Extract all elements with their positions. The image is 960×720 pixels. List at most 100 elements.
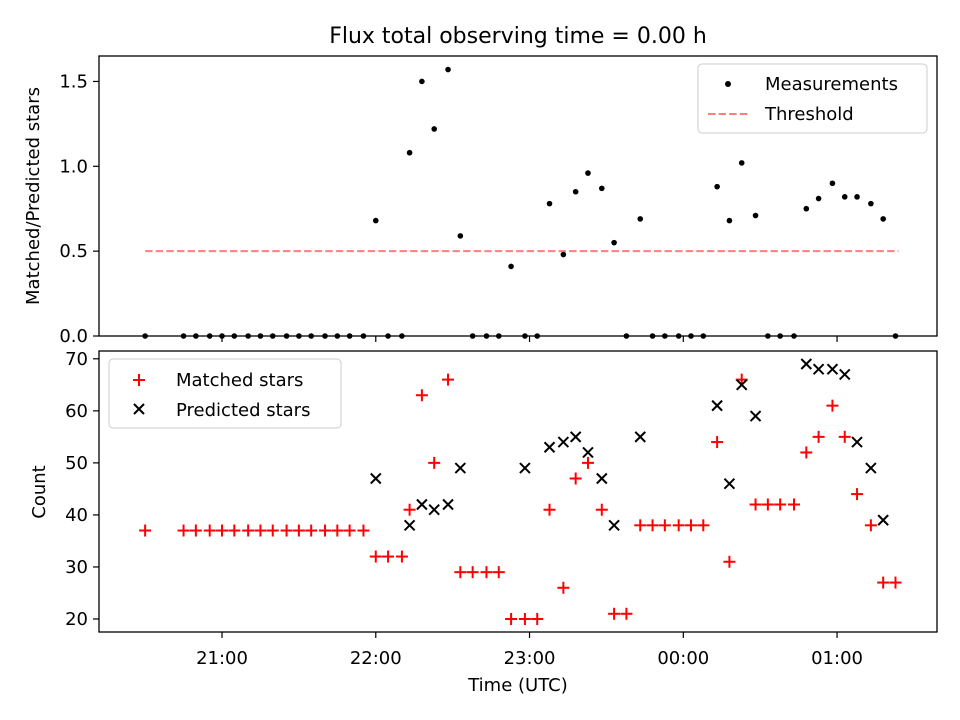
measurement-point (752, 212, 759, 219)
top-y-tick-label: 0.5 (59, 241, 88, 262)
top-legend-box (697, 63, 928, 134)
matched-star-point (492, 566, 505, 579)
bottom-x-tick-label: 21:00 (196, 648, 248, 669)
predicted-x-b (723, 477, 736, 490)
measurement-point (841, 194, 848, 200)
bottom-y-tick-label: 50 (65, 453, 88, 474)
bottom-y-tick-label: 20 (65, 609, 88, 630)
matched-star-point (305, 524, 318, 537)
matched-star-point (319, 524, 332, 537)
predicted-star-point (403, 519, 416, 532)
predicted-star-point (877, 514, 889, 526)
matched-star-point (749, 498, 762, 511)
top-y-tick-label: 1.0 (59, 156, 88, 177)
predicted-star-point (723, 477, 736, 490)
matched-star-point (382, 550, 395, 563)
measurement-point (431, 126, 438, 132)
bottom-x-tick-label: 00:00 (657, 648, 709, 669)
predicted-star-point (800, 358, 813, 370)
legend-measurements-label: Measurements (765, 74, 898, 95)
predicted-x-b (596, 472, 608, 485)
predicted-x-b (454, 462, 467, 474)
bottom-plot-frame (98, 350, 938, 633)
matched-star-point (557, 581, 570, 594)
matched-star-point (403, 503, 416, 516)
predicted-x-b (557, 436, 570, 448)
matched-star-point (442, 373, 455, 386)
matched-star-point (851, 488, 864, 501)
matched-star-point (266, 524, 279, 537)
matched-star-point (480, 566, 493, 579)
top-plot-frame (98, 55, 938, 337)
bottom-yticks-layer: 20 30 40 50 60 70 (65, 349, 99, 630)
matched-star-point (826, 399, 839, 412)
predicted-star-point (569, 431, 582, 443)
bottom-matched-layer (139, 373, 902, 625)
predicted-star-point (454, 462, 467, 474)
matched-star-point (788, 498, 801, 511)
matched-star-point (531, 612, 544, 625)
matched-star-point (454, 566, 467, 579)
matched-star-point (864, 519, 877, 532)
matched-star-point (774, 498, 787, 511)
legend-predicted-marker (133, 403, 145, 415)
predicted-x-b (608, 519, 620, 532)
measurement-point (572, 188, 579, 195)
bottom-y-tick-label: 70 (65, 349, 88, 370)
top-y-tick-label: 0.0 (59, 326, 88, 347)
matched-star-point (139, 524, 152, 537)
predicted-x-b (403, 519, 416, 532)
matched-star-point (634, 519, 647, 532)
measurement-point (419, 78, 425, 85)
top-yticks-layer: 0.0 0.5 1.0 1.5 (59, 71, 99, 347)
predicted-star-point (851, 436, 863, 448)
predicted-x-b (442, 498, 454, 511)
bottom-x-tick-label: 23:00 (504, 648, 556, 669)
matched-star-point (672, 519, 685, 532)
predicted-star-point (634, 431, 646, 443)
top-legend: Measurements Threshold (697, 63, 928, 134)
matched-star-point (723, 555, 736, 568)
predicted-star-point (812, 363, 825, 375)
predicted-star-point (370, 472, 382, 485)
matched-star-point (505, 612, 518, 625)
bottom-y-tick-label: 40 (65, 505, 88, 526)
matched-star-point (216, 524, 229, 537)
top-y-tick-label: 1.5 (59, 71, 88, 92)
predicted-star-point (749, 410, 762, 422)
top-y-axis-label: Matched/Predicted stars (23, 87, 44, 305)
matched-star-point (242, 524, 255, 537)
matched-star-point (711, 436, 724, 449)
matched-star-point (543, 503, 556, 516)
predicted-star-point (826, 363, 839, 375)
bottom-x-tick-label: 01:00 (811, 648, 863, 669)
bottom-xticks-layer: 21:00 22:00 23:00 00:00 01:00 (196, 632, 863, 669)
predicted-x-b (416, 498, 428, 511)
bottom-y-tick-label: 30 (65, 557, 88, 578)
bottom-panel: 21:00 22:00 23:00 00:00 01:00 20 30 40 50 60 70 C… (29, 349, 938, 696)
measurement-point (406, 149, 413, 156)
matched-star-point (889, 576, 902, 589)
measurement-point (585, 170, 591, 176)
figure-title: Flux total observing time = 0.00 h (329, 24, 707, 49)
matched-star-point (518, 612, 531, 625)
matched-star-point (761, 498, 774, 511)
matched-star-point (684, 519, 697, 532)
predicted-star-point (442, 498, 454, 511)
measurement-point (457, 233, 464, 239)
predicted-star-point (543, 441, 556, 453)
matched-star-point (581, 456, 594, 469)
predicted-x-b (519, 462, 531, 474)
matched-star-point (877, 576, 890, 589)
measurement-point (738, 160, 745, 166)
measurement-point (815, 195, 822, 202)
matched-star-point (292, 524, 305, 537)
top-xticks-layer (221, 336, 838, 342)
predicted-star-point (582, 446, 594, 459)
predicted-star-point (596, 472, 608, 485)
predicted-x-b (812, 363, 825, 375)
measurement-point (599, 185, 605, 192)
predicted-x-b (865, 462, 877, 474)
legend-predicted-label: Predicted stars (176, 400, 310, 421)
